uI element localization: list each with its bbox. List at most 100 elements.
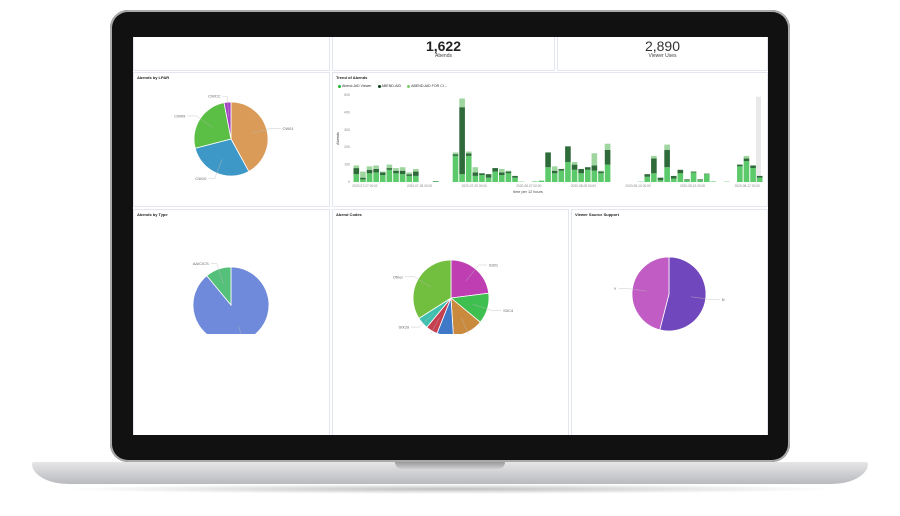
bar-segment[interactable] [545, 152, 551, 168]
bar-segment[interactable] [366, 173, 373, 182]
bar-segment[interactable] [690, 171, 697, 173]
bar-segment[interactable] [432, 181, 439, 182]
pie-slice[interactable] [194, 138, 250, 177]
bar-segment[interactable] [399, 170, 406, 175]
bar-segment[interactable] [492, 171, 498, 182]
bar-segment[interactable] [551, 170, 558, 174]
bar-segment[interactable] [452, 154, 459, 156]
bar-segment[interactable] [413, 175, 419, 182]
bar-segment[interactable] [360, 179, 366, 182]
bar-segment[interactable] [551, 166, 558, 171]
bar-segment[interactable] [565, 161, 571, 182]
pie-slice[interactable] [193, 102, 232, 149]
bar-segment[interactable] [465, 155, 472, 182]
bar-segment[interactable] [657, 180, 664, 182]
bar-segment[interactable] [479, 173, 485, 176]
legend-item[interactable]: Abend-AID Viewer [338, 84, 372, 88]
bar-segment[interactable] [571, 164, 578, 170]
bar-segment[interactable] [505, 173, 512, 182]
bar-segment[interactable] [406, 172, 413, 175]
bar-segment[interactable] [664, 167, 670, 182]
bar-segment[interactable] [360, 177, 366, 180]
bar-segment[interactable] [737, 164, 743, 167]
bar-segment[interactable] [690, 172, 697, 182]
bar-segment[interactable] [413, 168, 419, 172]
bar-segment[interactable] [551, 173, 558, 182]
bar-segment[interactable] [505, 170, 512, 172]
pie-slice[interactable] [412, 259, 452, 319]
bar-segment[interactable] [756, 175, 763, 178]
bar-segment[interactable] [684, 180, 690, 182]
bar-segment[interactable] [459, 98, 465, 108]
bar-segment[interactable] [353, 165, 360, 169]
bar-segment[interactable] [538, 180, 545, 182]
pie-slice[interactable] [450, 259, 490, 299]
bar-segment[interactable] [512, 177, 518, 182]
bar-segment[interactable] [393, 168, 399, 171]
bar-segment[interactable] [750, 165, 756, 169]
bar-segment[interactable] [558, 168, 565, 171]
bar-segment[interactable] [399, 174, 406, 182]
bar-segment[interactable] [750, 168, 756, 182]
bar-segment[interactable] [644, 176, 651, 182]
bar-segment[interactable] [505, 171, 512, 174]
bar-segment[interactable] [684, 179, 690, 181]
bar-segment[interactable] [472, 172, 479, 176]
bar-segment[interactable] [465, 153, 472, 156]
bar-segment[interactable] [670, 175, 677, 179]
bar-segment[interactable] [584, 169, 591, 182]
bar-segment[interactable] [664, 149, 670, 168]
bar-segment[interactable] [465, 151, 472, 154]
bar-segment[interactable] [386, 168, 393, 170]
bar-segment[interactable] [386, 164, 393, 169]
bar-segment[interactable] [406, 175, 413, 182]
bar-segment[interactable] [353, 174, 360, 182]
bar-segment[interactable] [413, 171, 419, 176]
bar-segment[interactable] [498, 172, 505, 176]
bar-segment[interactable] [386, 169, 393, 182]
legend-item[interactable]: ABEND-AID FOR CI... [407, 84, 447, 88]
bar-segment[interactable] [485, 174, 492, 178]
bar-segment[interactable] [710, 181, 717, 182]
hover-bar[interactable] [756, 96, 761, 182]
bar-segment[interactable] [393, 170, 399, 174]
bar-segment[interactable] [743, 155, 750, 159]
bar-segment[interactable] [651, 158, 657, 174]
bar-segment[interactable] [598, 170, 604, 172]
bar-segment[interactable] [406, 174, 413, 176]
bar-segment[interactable] [743, 158, 750, 162]
bar-segment[interactable] [452, 152, 459, 155]
legend-item[interactable]: ABEND-AID [377, 84, 401, 88]
bar-segment[interactable] [571, 169, 578, 182]
bar-segment[interactable] [651, 155, 657, 159]
pie-slice[interactable] [450, 297, 481, 334]
bar-segment[interactable] [379, 175, 386, 182]
bar-segment[interactable] [459, 174, 465, 182]
bar-segment[interactable] [657, 177, 664, 181]
bar-segment[interactable] [492, 168, 498, 172]
bar-segment[interactable] [379, 172, 386, 176]
bar-segment[interactable] [651, 173, 657, 182]
bar-segment[interactable] [399, 167, 406, 171]
bar-segment[interactable] [353, 168, 360, 175]
bar-segment[interactable] [584, 167, 591, 170]
bar-segment[interactable] [604, 164, 611, 182]
pie-slice[interactable] [206, 266, 232, 307]
bar-segment[interactable] [591, 165, 598, 171]
bar-segment[interactable] [670, 178, 677, 182]
bar-segment[interactable] [737, 166, 743, 182]
bar-segment[interactable] [366, 166, 373, 170]
bar-segment[interactable] [664, 144, 670, 150]
bar-segment[interactable] [578, 168, 584, 174]
bar-segment[interactable] [459, 107, 465, 175]
bar-segment[interactable] [545, 167, 551, 182]
bar-segment[interactable] [591, 153, 598, 166]
bar-segment[interactable] [677, 169, 684, 174]
bar-segment[interactable] [604, 143, 611, 150]
bar-segment[interactable] [756, 177, 763, 182]
bar-segment[interactable] [558, 170, 565, 182]
bar-segment[interactable] [379, 171, 386, 173]
bar-segment[interactable] [571, 161, 578, 165]
bar-segment[interactable] [565, 146, 571, 162]
bar-segment[interactable] [703, 174, 710, 182]
